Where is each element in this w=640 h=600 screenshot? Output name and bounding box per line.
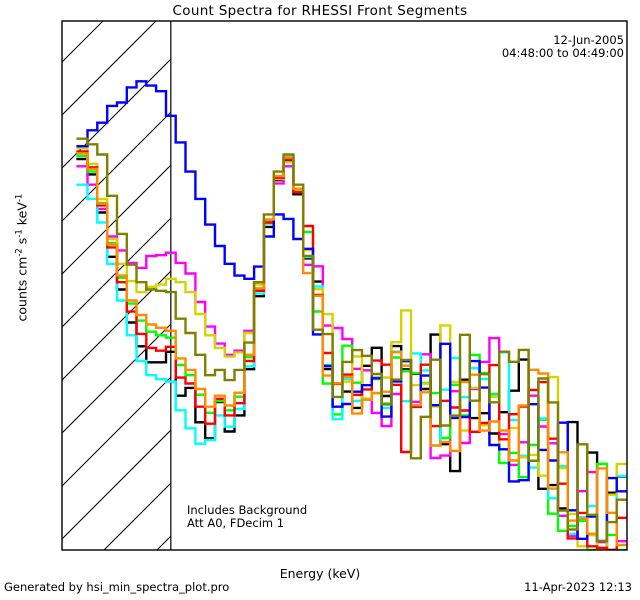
render-timestamp: 11-Apr-2023 12:13 — [524, 580, 632, 594]
page-title: Count Spectra for RHESSI Front Segments — [172, 3, 468, 19]
observation-date: 12-Jun-2005 — [553, 33, 624, 47]
annotation-includes-background: Includes Background — [187, 503, 308, 517]
generated-by-note: Generated by hsi_min_spectra_plot.pro — [4, 580, 230, 594]
observation-time-range: 04:48:00 to 04:49:00 — [501, 46, 624, 60]
series-group — [76, 80, 627, 550]
series-line-7F — [76, 80, 627, 543]
x-axis-label: Energy (keV) — [279, 566, 361, 581]
annotation-attenuator-state: Att A0, FDecim 1 — [187, 516, 285, 530]
series-line-9F — [76, 137, 627, 543]
series-line-8F — [76, 152, 627, 547]
y-axis-label: counts cm-2 s-1 keV-1 — [14, 193, 30, 322]
hatched-excluded-region — [62, 21, 171, 550]
series-line-5F — [76, 147, 627, 550]
plot-frame — [61, 20, 628, 551]
